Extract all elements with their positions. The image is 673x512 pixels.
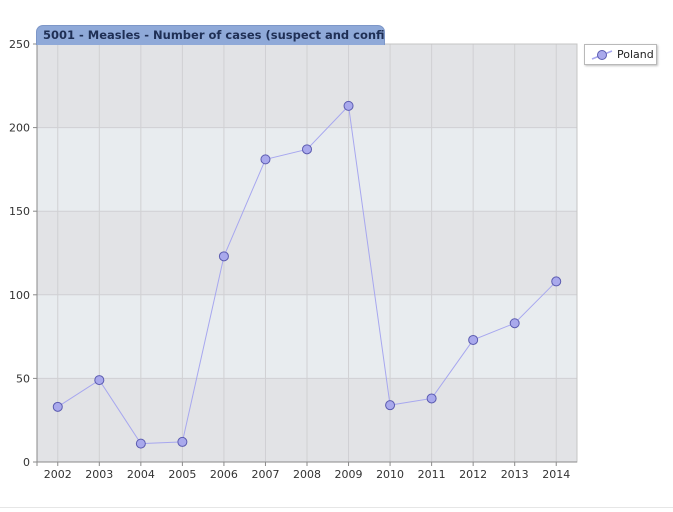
data-point[interactable] [426,393,437,404]
data-point[interactable] [94,375,105,386]
data-point[interactable] [177,436,188,447]
x-tick-label: 2013 [501,468,529,481]
y-tick-label: 0 [23,456,30,469]
data-point[interactable] [218,251,229,262]
axes [33,42,577,466]
data-point[interactable] [468,334,479,345]
data-point[interactable] [551,276,562,287]
legend: Poland [584,44,657,65]
data-point[interactable] [302,144,312,155]
x-tick-label: 2007 [251,468,279,481]
x-tick-label: 2006 [210,468,238,481]
legend-swatch [591,50,613,60]
data-point[interactable] [343,100,354,111]
legend-label-poland: Poland [617,48,654,61]
x-tick-label: 2003 [85,468,113,481]
x-tick-label: 2010 [376,468,404,481]
x-tick-label: 2008 [293,468,321,481]
chart-title: 5001 - Measles - Number of cases (suspec… [36,25,385,45]
x-tick-labels: 2002 2003 2004 2005 2006 2007 2008 2009 2010 2011… [44,468,570,481]
data-point[interactable] [52,401,63,412]
data-point[interactable] [509,318,520,329]
data-point[interactable] [385,400,396,411]
y-tick-label: 200 [9,122,30,135]
x-tick-label: 2009 [335,468,363,481]
data-point[interactable] [135,438,146,449]
data-point[interactable] [260,154,271,165]
x-tick-label: 2014 [542,468,570,481]
series-points-poland [52,100,562,449]
x-tick-label: 2002 [44,468,72,481]
x-tick-label: 2012 [459,468,487,481]
y-tick-label: 250 [9,38,30,51]
y-tick-label: 100 [9,289,30,302]
y-tick-labels: 0 50 100 150 200 250 [9,38,30,469]
y-tick-label: 50 [16,372,30,385]
bottom-divider [0,507,673,508]
x-tick-label: 2005 [168,468,196,481]
vertical-gridlines [57,44,557,462]
y-tick-label: 150 [9,205,30,218]
x-tick-label: 2004 [127,468,155,481]
x-tick-label: 2011 [418,468,446,481]
